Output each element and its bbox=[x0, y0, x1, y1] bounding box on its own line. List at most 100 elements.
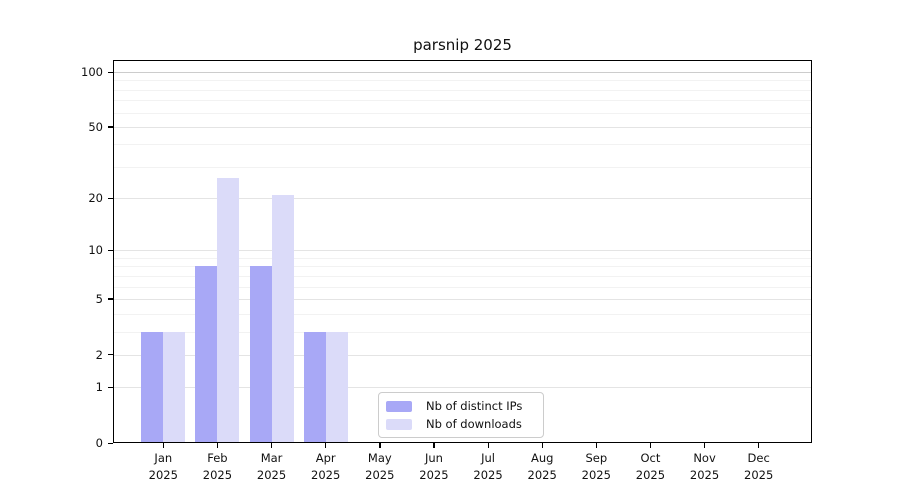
x-tick-label: Mar 2025 bbox=[244, 450, 300, 483]
bar-ips-apr bbox=[303, 331, 326, 443]
x-tick-month: Dec bbox=[747, 451, 770, 465]
x-tick-month: Jan bbox=[154, 451, 173, 465]
chart-title: parsnip 2025 bbox=[413, 36, 512, 54]
gridline-minor bbox=[113, 100, 812, 102]
x-tick-month: Nov bbox=[693, 451, 716, 465]
gridline-minor bbox=[113, 313, 812, 315]
gridline-minor bbox=[113, 286, 812, 288]
gridline-minor bbox=[113, 166, 812, 168]
x-tick-mark bbox=[541, 443, 543, 448]
x-tick-year: 2025 bbox=[689, 467, 720, 482]
x-tick-year: 2025 bbox=[473, 467, 503, 482]
gridline-major bbox=[113, 354, 812, 356]
x-tick-year: 2025 bbox=[148, 467, 178, 482]
x-tick-month: Aug bbox=[530, 451, 554, 465]
gridline-minor bbox=[113, 257, 812, 259]
x-tick-year: 2025 bbox=[744, 467, 774, 482]
x-tick-mark bbox=[487, 443, 489, 448]
bar-ips-mar bbox=[249, 266, 272, 443]
y-tick-label: 50 bbox=[88, 119, 103, 134]
x-tick-year: 2025 bbox=[311, 467, 341, 482]
x-tick-label: Apr 2025 bbox=[298, 450, 354, 483]
x-tick-month: Sep bbox=[585, 451, 608, 465]
x-tick-month: Oct bbox=[640, 451, 661, 465]
x-tick-mark bbox=[162, 443, 165, 448]
y-tick-mark bbox=[108, 354, 113, 356]
x-tick-year: 2025 bbox=[635, 467, 666, 482]
bar-downloads-jan bbox=[163, 331, 186, 443]
gridline-minor bbox=[113, 331, 812, 333]
x-tick-label: Aug 2025 bbox=[514, 450, 570, 483]
bar-downloads-apr bbox=[325, 331, 348, 443]
y-tick-mark bbox=[108, 71, 113, 73]
x-tick-label: Oct 2025 bbox=[622, 450, 678, 483]
y-tick-mark bbox=[108, 386, 113, 389]
y-tick-mark bbox=[108, 197, 113, 200]
legend-label: Nb of downloads bbox=[426, 417, 522, 431]
x-tick-label: Jun 2025 bbox=[406, 450, 462, 483]
legend-swatch-icon bbox=[386, 418, 412, 430]
x-tick-year: 2025 bbox=[202, 467, 233, 482]
x-tick-mark bbox=[704, 443, 706, 448]
x-tick-mark bbox=[379, 443, 381, 448]
y-tick-label: 10 bbox=[88, 243, 103, 258]
y-tick-label: 5 bbox=[95, 291, 103, 306]
x-tick-month: Jul bbox=[481, 451, 495, 465]
x-tick-month: Feb bbox=[207, 451, 228, 465]
x-tick-year: 2025 bbox=[365, 467, 395, 482]
x-tick-label: May 2025 bbox=[352, 450, 408, 483]
x-tick-mark bbox=[271, 443, 273, 448]
legend: Nb of distinct IPs Nb of downloads bbox=[378, 392, 544, 438]
gridline-minor bbox=[113, 144, 812, 146]
y-tick-label: 2 bbox=[95, 347, 103, 362]
bar-downloads-mar bbox=[271, 194, 294, 443]
gridline-major bbox=[113, 250, 812, 252]
x-tick-label: Jan 2025 bbox=[135, 450, 191, 483]
x-tick-label: Dec 2025 bbox=[731, 450, 787, 483]
gridline-minor bbox=[113, 266, 812, 268]
x-tick-mark bbox=[649, 443, 652, 448]
y-tick-label: 0 bbox=[95, 436, 103, 450]
gridline-major bbox=[113, 387, 812, 389]
legend-item: Nb of downloads bbox=[386, 417, 536, 431]
x-tick-month: May bbox=[367, 451, 392, 465]
gridline-minor bbox=[113, 80, 812, 82]
y-tick-label: 20 bbox=[88, 191, 103, 206]
y-tick-label: 100 bbox=[81, 65, 103, 79]
x-tick-label: Sep 2025 bbox=[568, 450, 624, 483]
gridline-minor bbox=[113, 89, 812, 91]
x-tick-year: 2025 bbox=[419, 467, 449, 482]
x-tick-label: Jul 2025 bbox=[460, 450, 516, 483]
y-tick-mark bbox=[108, 442, 113, 444]
x-tick-year: 2025 bbox=[527, 467, 557, 482]
x-tick-mark bbox=[216, 443, 219, 448]
x-tick-label: Feb 2025 bbox=[189, 450, 245, 483]
gridline-major bbox=[113, 298, 812, 300]
gridline-major bbox=[113, 198, 812, 200]
legend-swatch-icon bbox=[386, 400, 412, 412]
bar-downloads-feb bbox=[217, 178, 240, 443]
x-tick-month: Mar bbox=[260, 451, 283, 465]
legend-label: Nb of distinct IPs bbox=[426, 399, 523, 413]
y-tick-mark bbox=[108, 298, 113, 300]
x-tick-mark bbox=[595, 443, 598, 448]
x-tick-month: Jun bbox=[424, 451, 443, 465]
gridline-minor bbox=[113, 112, 812, 114]
bar-ips-feb bbox=[195, 266, 218, 443]
x-tick-mark bbox=[758, 443, 760, 448]
gridline-major bbox=[113, 126, 812, 128]
x-tick-mark bbox=[433, 443, 435, 448]
bar-ips-jan bbox=[141, 331, 164, 443]
y-tick-label: 1 bbox=[95, 380, 103, 395]
x-tick-label: Nov 2025 bbox=[677, 450, 733, 483]
x-tick-mark bbox=[325, 443, 327, 448]
x-tick-year: 2025 bbox=[256, 467, 287, 482]
y-tick-mark bbox=[108, 249, 113, 252]
legend-item: Nb of distinct IPs bbox=[386, 399, 536, 413]
x-tick-month: Apr bbox=[315, 451, 336, 465]
x-tick-year: 2025 bbox=[581, 467, 611, 482]
gridline-minor bbox=[113, 275, 812, 277]
y-tick-mark bbox=[108, 126, 113, 128]
gridline-major bbox=[113, 72, 812, 73]
